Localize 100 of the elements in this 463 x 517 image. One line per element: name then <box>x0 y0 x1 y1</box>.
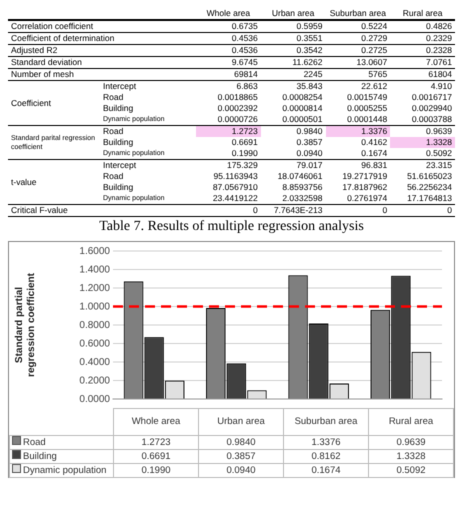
text: 0.2761974 <box>347 193 388 203</box>
category-label: Coefficient <box>11 98 52 108</box>
text: 18.0746061 <box>278 171 322 181</box>
text: 35.843 <box>296 81 322 91</box>
text: 0.0001448 <box>347 114 388 124</box>
text: 79.017 <box>296 160 322 170</box>
data-label: 0.5092 <box>368 464 454 478</box>
data-label: 0.8162 <box>284 450 368 464</box>
text: 0.0029940 <box>412 103 452 113</box>
text: 0.0015749 <box>347 92 388 102</box>
text: 96.831 <box>361 160 388 170</box>
y-axis-title: Standard partial regression coefficient <box>14 272 37 377</box>
data-label: 0.0940 <box>198 464 284 478</box>
text: 1.2723 <box>232 126 258 136</box>
text: 2.0332598 <box>282 193 322 203</box>
text: 0.2328 <box>426 45 452 55</box>
category-label: Standard deviation <box>11 57 82 67</box>
text: 0.1674 <box>361 148 388 158</box>
category-label: Road <box>103 126 124 136</box>
text: 0.4536 <box>232 33 258 43</box>
category-label: Correlation coefficient <box>11 21 94 31</box>
y-tick-label: 1.6000 <box>79 246 110 257</box>
text: 0.0005255 <box>347 103 388 113</box>
text: 4.910 <box>430 81 452 91</box>
category-label: Number of mesh <box>11 69 74 79</box>
data-label: 1.3376 <box>284 436 368 450</box>
text: 0.2725 <box>361 45 388 55</box>
text: 0.0940 <box>296 148 322 158</box>
text: 0.4826 <box>426 21 452 31</box>
text: 0.0000726 <box>218 114 258 124</box>
category-label: Intercept <box>103 160 136 170</box>
text: 23.315 <box>426 160 452 170</box>
text: 17.8187962 <box>342 182 388 192</box>
category-label: Urban area <box>217 416 265 427</box>
y-tick-label: 0.2000 <box>79 375 110 386</box>
data-label: 0.9840 <box>198 436 284 450</box>
category-label: Rural area <box>388 416 434 427</box>
category-label: Suburban area <box>294 416 358 427</box>
text: 0 <box>447 205 452 215</box>
text: 7.0761 <box>426 57 452 67</box>
category-label: Rural area <box>402 8 444 20</box>
category-label: Urban area <box>270 8 316 20</box>
text: 5765 <box>368 69 388 79</box>
text: 0.5224 <box>361 21 388 31</box>
text: 87.0567910 <box>212 182 258 192</box>
data-label: 0.6691 <box>114 450 198 464</box>
text: 0.2329 <box>426 33 452 43</box>
data-label: 0.3857 <box>198 450 284 464</box>
text: 0.9639 <box>426 126 452 136</box>
text: 95.1163943 <box>213 171 258 181</box>
text: 11.6262 <box>292 57 322 67</box>
text: 0.1990 <box>232 148 258 158</box>
category-label: Intercept <box>103 81 136 91</box>
text: 0.4162 <box>361 137 388 147</box>
text: 13.0607 <box>356 57 388 67</box>
category-label: Adjusted R2 <box>11 45 58 55</box>
data-label: 0.9639 <box>368 436 454 450</box>
text: 0.6691 <box>232 137 258 147</box>
text: 0.9840 <box>296 126 322 136</box>
text: 0 <box>382 205 388 215</box>
text: 0.3542 <box>296 45 322 55</box>
text: 17.1764813 <box>407 193 452 203</box>
text: 51.6165023 <box>407 171 452 181</box>
text: 23.4419122 <box>212 193 258 203</box>
y-tick-label: 1.0000 <box>79 301 110 312</box>
y-tick-label: 0.6000 <box>79 338 110 350</box>
category-label: Coefficient of determination <box>11 33 114 43</box>
text: Table 7. Results of multiple regression analysis <box>98 218 365 235</box>
text: 0.0000814 <box>282 103 322 113</box>
text: 1.3376 <box>361 126 388 136</box>
text: 7.7643E-213 <box>274 205 322 215</box>
legend-label: Dynamic population <box>10 464 114 478</box>
y-tick-label: 1.2000 <box>79 282 110 294</box>
text: 19.2717919 <box>342 171 388 181</box>
category-label: Suburban area <box>328 8 387 20</box>
text: 0.2729 <box>361 33 388 43</box>
text: 0.0008254 <box>282 92 322 102</box>
category-label: Building <box>103 103 134 113</box>
data-label: 1.3328 <box>368 450 454 464</box>
text: 8.8593756 <box>282 182 322 192</box>
category-label: Road <box>103 171 124 181</box>
text: 0.3857 <box>296 137 322 147</box>
category-label: Building <box>103 137 134 147</box>
y-tick-label: 0.0000 <box>79 394 110 405</box>
data-label: 0.1674 <box>284 464 368 478</box>
text: 0.6735 <box>232 21 258 31</box>
text: 0.0000501 <box>282 114 322 124</box>
text: 1.3328 <box>426 137 452 147</box>
y-tick-label: 0.4000 <box>79 356 110 368</box>
category-label: Building <box>103 182 134 192</box>
text: 0.0016717 <box>412 92 452 102</box>
text: 0 <box>253 205 258 215</box>
y-tick-label: 0.8000 <box>79 320 110 331</box>
category-label: t-value <box>11 176 37 186</box>
text: 0.0003788 <box>412 114 452 124</box>
text: 0.5092 <box>426 148 452 158</box>
data-label: 1.2723 <box>114 436 198 450</box>
text: 0.0018865 <box>218 92 258 102</box>
text: 0.0002392 <box>218 103 258 113</box>
legend-label: Building <box>10 450 114 464</box>
